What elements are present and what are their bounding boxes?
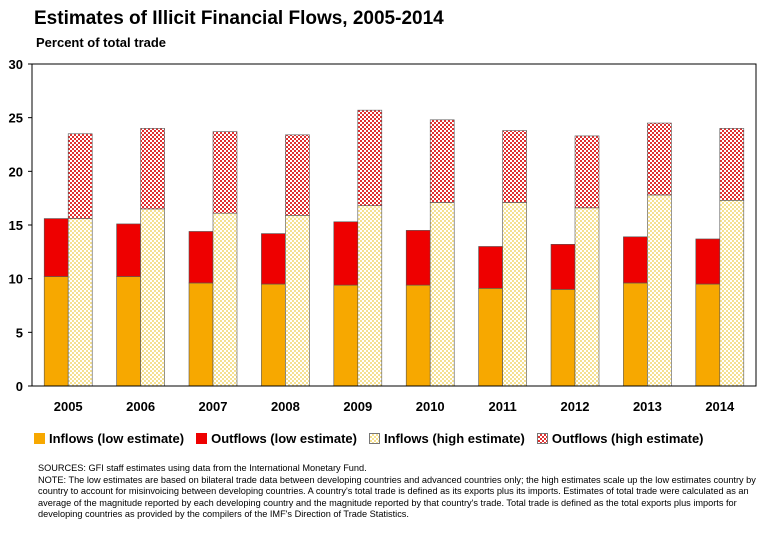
bar-inflows-low-2010: [405, 284, 431, 387]
bar-inflows-low-2007: [188, 282, 214, 387]
x-tick-label: 2006: [126, 399, 155, 414]
bar-outflows-high-2011: [502, 130, 527, 203]
y-tick-label: 0: [16, 379, 23, 394]
bar-inflows-low-2005: [43, 276, 69, 387]
y-tick-label: 25: [9, 111, 23, 126]
bar-outflows-low-2011: [478, 246, 503, 289]
bar-inflows-high-2012: [574, 207, 600, 387]
legend-label-inflows-high: Inflows (high estimate): [383, 431, 525, 446]
y-tick-label: 15: [9, 218, 23, 233]
bar-outflows-low-2013: [623, 236, 648, 284]
bar-inflows-high-2007: [212, 212, 238, 387]
legend-swatch-outflows-high: [536, 433, 548, 444]
bar-inflows-high-2009: [357, 205, 383, 387]
legend-item-outflows-high: Outflows (high estimate): [536, 431, 704, 446]
bar-inflows-low-2008: [261, 283, 286, 387]
x-tick-label: 2005: [54, 399, 83, 414]
bar-outflows-high-2008: [285, 134, 310, 216]
bar-inflows-low-2012: [550, 289, 576, 387]
x-tick-label: 2010: [416, 399, 445, 414]
chart-title: Estimates of Illicit Financial Flows, 20…: [34, 8, 444, 29]
bar-outflows-high-2005: [67, 133, 93, 219]
bar-outflows-high-2010: [429, 119, 455, 203]
bar-outflows-high-2012: [574, 135, 600, 209]
bar-outflows-low-2009: [333, 221, 359, 286]
y-tick-label: 30: [9, 57, 23, 72]
legend-swatch-inflows-high: [368, 433, 380, 444]
chart-subtitle: Percent of total trade: [36, 35, 167, 50]
bar-inflows-low-2009: [333, 284, 359, 387]
legend-label-outflows-high: Outflows (high estimate): [551, 431, 704, 446]
bar-inflows-low-2011: [478, 288, 503, 387]
bar-outflows-high-2014: [719, 128, 745, 201]
methodology-note: NOTE: The low estimates are based on bil…: [38, 474, 756, 520]
bar-inflows-high-2013: [647, 194, 672, 387]
y-tick-label: 20: [9, 164, 23, 179]
bar-outflows-high-2013: [647, 122, 672, 196]
bar-outflows-low-2012: [550, 244, 576, 290]
bar-inflows-high-2006: [140, 208, 165, 387]
bar-outflows-high-2009: [357, 109, 383, 206]
legend-swatch-outflows-low: [196, 433, 208, 444]
legend-item-inflows-low: Inflows (low estimate): [34, 431, 184, 446]
bar-outflows-high-2006: [140, 128, 165, 210]
x-tick-label: 2008: [271, 399, 300, 414]
bar-inflows-high-2005: [67, 218, 93, 387]
bar-inflows-high-2008: [285, 215, 310, 387]
bar-inflows-high-2011: [502, 202, 527, 387]
bar-outflows-low-2005: [43, 218, 69, 277]
legend-label-outflows-low: Outflows (low estimate): [211, 431, 357, 446]
bar-outflows-low-2014: [695, 238, 721, 285]
bar-chart: 2005 2006 2007 2008 2009 2010 2011 2012 2013 2014…: [9, 57, 757, 414]
y-tick-label: 5: [16, 325, 23, 340]
x-tick-label: 2011: [488, 399, 516, 414]
bar-outflows-low-2007: [188, 231, 214, 284]
bar-inflows-low-2013: [623, 282, 648, 387]
bar-inflows-low-2006: [116, 276, 141, 387]
legend: Inflows (low estimate) Outflows (low est…: [34, 431, 764, 446]
x-tick-label: 2013: [633, 399, 662, 414]
bar-outflows-low-2008: [261, 233, 286, 285]
x-tick-label: 2009: [343, 399, 372, 414]
bar-outflows-high-2007: [212, 131, 238, 214]
sources-note: SOURCES: GFI staff estimates using data …: [38, 463, 367, 473]
y-tick-label: 10: [9, 272, 23, 287]
bar-inflows-high-2014: [719, 200, 745, 387]
x-tick-label: 2007: [199, 399, 228, 414]
bar-inflows-high-2010: [429, 202, 455, 387]
bar-inflows-low-2014: [695, 283, 721, 387]
x-tick-label: 2014: [705, 399, 735, 414]
legend-item-inflows-high: Inflows (high estimate): [368, 431, 525, 446]
x-tick-label: 2012: [561, 399, 590, 414]
legend-label-inflows-low: Inflows (low estimate): [49, 431, 185, 446]
legend-swatch-inflows-low: [34, 433, 45, 444]
chart-notes: SOURCES: GFI staff estimates using data …: [38, 463, 758, 521]
legend-item-outflows-low: Outflows (low estimate): [196, 431, 357, 446]
plot-area-frame: [31, 63, 757, 387]
bar-outflows-low-2010: [405, 230, 431, 286]
bar-outflows-low-2006: [116, 223, 141, 277]
